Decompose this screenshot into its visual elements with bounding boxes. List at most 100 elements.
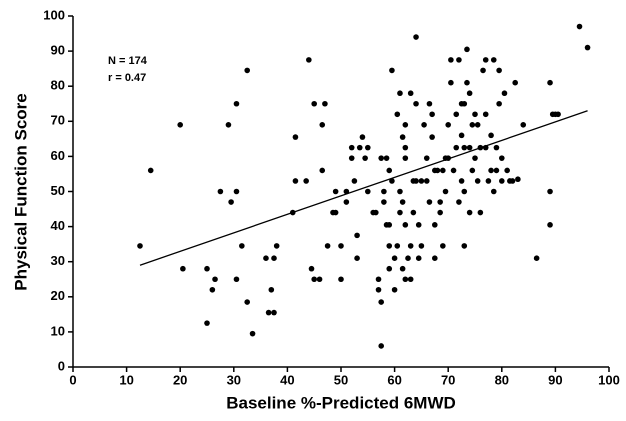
point bbox=[381, 199, 387, 205]
point bbox=[324, 243, 331, 249]
point bbox=[466, 209, 473, 216]
point bbox=[365, 144, 371, 151]
point bbox=[423, 178, 430, 184]
point bbox=[356, 144, 363, 151]
point bbox=[204, 320, 210, 326]
point bbox=[432, 255, 438, 261]
point bbox=[263, 255, 269, 261]
point bbox=[397, 90, 403, 97]
point bbox=[429, 134, 435, 140]
point bbox=[225, 122, 232, 128]
point bbox=[271, 255, 277, 261]
point bbox=[456, 199, 462, 205]
point bbox=[407, 243, 414, 249]
point bbox=[474, 178, 481, 184]
point bbox=[466, 90, 473, 97]
point bbox=[407, 276, 414, 283]
point bbox=[338, 243, 344, 249]
point bbox=[413, 178, 419, 184]
point bbox=[426, 199, 433, 205]
point bbox=[482, 111, 489, 118]
point bbox=[177, 122, 183, 128]
point bbox=[303, 178, 309, 184]
point bbox=[547, 79, 553, 86]
point bbox=[464, 46, 470, 53]
point bbox=[348, 155, 355, 161]
point bbox=[453, 144, 460, 151]
x-tick-label: 70 bbox=[441, 372, 455, 387]
point bbox=[322, 100, 328, 107]
point bbox=[268, 286, 275, 293]
point bbox=[547, 222, 553, 228]
x-tick-label: 0 bbox=[69, 372, 76, 387]
y-tick-label: 70 bbox=[51, 113, 65, 128]
point bbox=[311, 276, 318, 283]
point bbox=[383, 155, 390, 161]
point bbox=[180, 265, 186, 272]
point bbox=[399, 134, 406, 140]
x-tick-label: 90 bbox=[548, 372, 562, 387]
point bbox=[461, 100, 468, 107]
point bbox=[391, 286, 398, 293]
point bbox=[204, 265, 210, 272]
point bbox=[474, 122, 481, 128]
point bbox=[413, 34, 419, 40]
point bbox=[239, 243, 245, 249]
point bbox=[365, 188, 371, 195]
point bbox=[461, 243, 468, 249]
point bbox=[351, 178, 358, 184]
y-tick-label: 80 bbox=[51, 78, 65, 93]
point bbox=[445, 122, 452, 128]
point bbox=[440, 243, 446, 249]
point bbox=[458, 178, 465, 184]
point bbox=[410, 209, 417, 216]
point bbox=[442, 188, 449, 195]
point bbox=[399, 265, 406, 272]
point bbox=[378, 343, 385, 349]
x-tick-label: 60 bbox=[387, 372, 401, 387]
point bbox=[319, 167, 326, 174]
point bbox=[490, 57, 497, 63]
point bbox=[319, 122, 326, 128]
point bbox=[249, 330, 256, 337]
point bbox=[402, 222, 409, 228]
point bbox=[458, 132, 465, 139]
point bbox=[402, 144, 409, 151]
point bbox=[493, 167, 500, 174]
point bbox=[332, 209, 339, 216]
point bbox=[555, 111, 561, 118]
point bbox=[308, 265, 315, 272]
point bbox=[389, 178, 395, 184]
point bbox=[378, 155, 385, 161]
point bbox=[292, 134, 299, 140]
point bbox=[397, 188, 403, 195]
y-tick-label: 90 bbox=[51, 43, 65, 58]
point bbox=[469, 122, 476, 128]
trend-line bbox=[139, 110, 588, 266]
point bbox=[292, 178, 299, 184]
y-tick-label: 50 bbox=[51, 183, 65, 198]
x-tick-label: 50 bbox=[334, 372, 348, 387]
point bbox=[466, 144, 473, 151]
point bbox=[332, 188, 339, 195]
point bbox=[415, 255, 422, 261]
y-tick-label: 10 bbox=[51, 323, 65, 338]
point bbox=[386, 243, 393, 249]
point bbox=[448, 79, 454, 86]
point bbox=[391, 255, 398, 261]
point bbox=[504, 167, 510, 174]
point bbox=[437, 209, 443, 216]
point bbox=[399, 199, 406, 205]
point bbox=[426, 100, 433, 107]
point bbox=[533, 255, 540, 261]
point bbox=[472, 111, 478, 118]
point bbox=[456, 57, 462, 63]
point bbox=[453, 111, 460, 118]
point bbox=[343, 199, 350, 205]
point bbox=[472, 155, 478, 161]
point bbox=[485, 178, 492, 184]
point bbox=[397, 209, 403, 216]
point bbox=[499, 155, 505, 161]
x-tick-label: 20 bbox=[173, 372, 187, 387]
